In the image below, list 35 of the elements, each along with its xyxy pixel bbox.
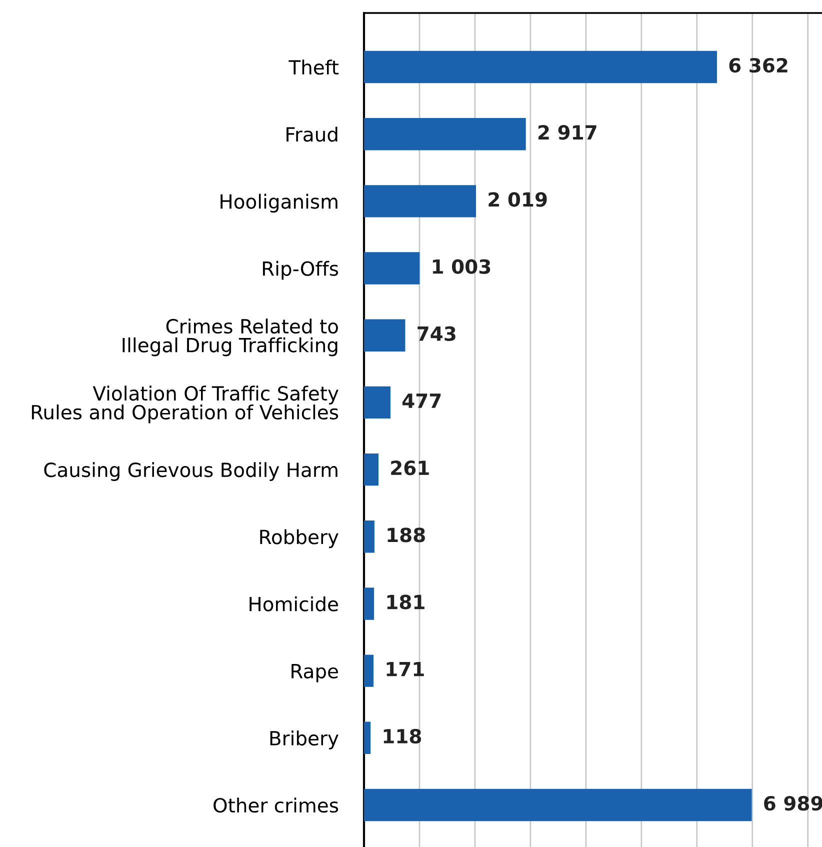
y-tick-label: Other crimes	[214, 798, 338, 813]
bar	[364, 722, 371, 754]
y-tick-label: Fraud	[286, 126, 338, 142]
bar	[364, 453, 378, 486]
y-tick-label: Robbery	[260, 529, 338, 548]
bar	[364, 386, 390, 419]
data-label: 477	[402, 394, 441, 408]
bar	[364, 788, 752, 822]
y-tick-label: Rape	[292, 664, 338, 682]
data-label: 261	[391, 460, 429, 476]
data-label: 118	[384, 728, 422, 744]
y-tick-label: Bribery	[270, 730, 338, 750]
bar	[364, 520, 374, 553]
bar	[364, 118, 526, 150]
bar	[364, 588, 374, 620]
data-label: 2 917	[538, 125, 596, 140]
y-tick-label: Violation Of Traffic Safety Rules and Operation of Vehicles	[32, 386, 338, 424]
data-label: 1 003	[432, 259, 490, 274]
data-label: 188	[388, 528, 425, 542]
bar	[364, 319, 406, 352]
data-label: 181	[387, 594, 424, 610]
bar	[364, 50, 717, 84]
y-tick-label: Crimes Related to Illegal Drug Trafficking	[122, 318, 338, 356]
data-label: 6 362	[729, 58, 788, 73]
y-tick-label: Hooliganism	[220, 194, 338, 213]
y-tick-label: Rip-Offs	[262, 260, 338, 280]
y-tick-label: Homicide	[250, 596, 338, 612]
bar	[364, 654, 374, 687]
data-label: 743	[418, 326, 456, 342]
bar	[364, 185, 476, 218]
data-label: 2 019	[488, 192, 547, 207]
data-label: 171	[386, 662, 424, 676]
y-tick-label: Theft	[288, 60, 339, 75]
bar	[364, 252, 420, 284]
y-tick-label: Causing Grievous Bodily Harm	[44, 462, 338, 481]
